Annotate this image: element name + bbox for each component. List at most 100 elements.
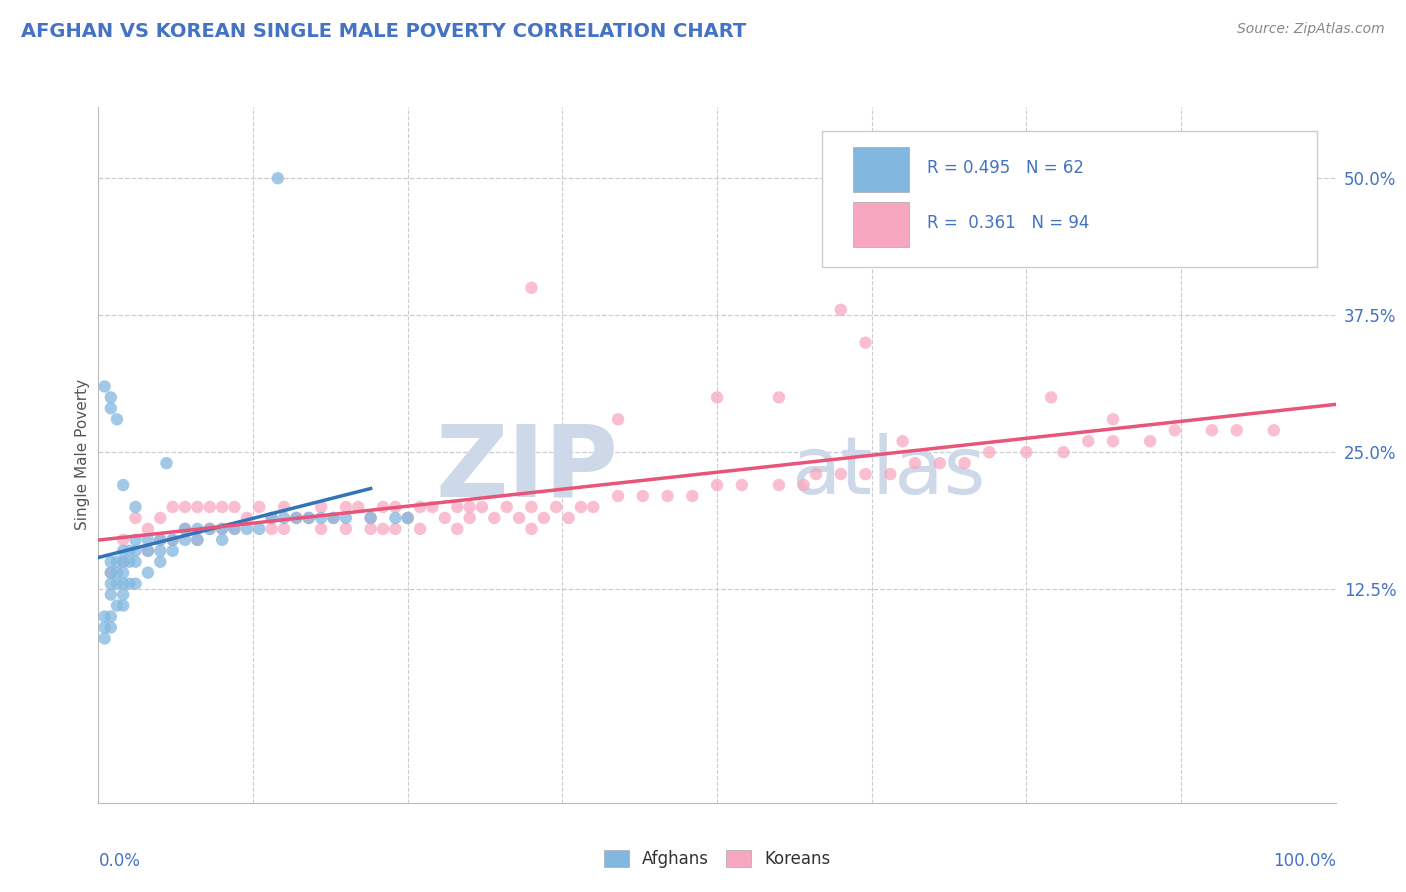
Point bbox=[186, 533, 208, 547]
Point bbox=[446, 500, 468, 514]
Point bbox=[520, 500, 543, 514]
Point bbox=[830, 467, 852, 481]
Point bbox=[149, 511, 172, 525]
Point bbox=[100, 566, 122, 580]
Point bbox=[124, 511, 146, 525]
Point bbox=[371, 500, 394, 514]
Y-axis label: Single Male Poverty: Single Male Poverty bbox=[75, 379, 90, 531]
Point bbox=[136, 522, 159, 536]
Point bbox=[631, 489, 654, 503]
Point bbox=[904, 456, 927, 470]
Point bbox=[384, 522, 406, 536]
Point bbox=[471, 500, 494, 514]
Point bbox=[1201, 423, 1223, 437]
Point bbox=[186, 522, 208, 536]
Point bbox=[396, 511, 419, 525]
Point bbox=[546, 500, 568, 514]
Point bbox=[224, 522, 246, 536]
Point bbox=[174, 522, 197, 536]
Point bbox=[557, 511, 579, 525]
Point bbox=[224, 500, 246, 514]
Point bbox=[309, 522, 332, 536]
Point bbox=[174, 500, 197, 514]
Point bbox=[100, 566, 122, 580]
Point bbox=[273, 522, 295, 536]
Point bbox=[322, 511, 344, 525]
Point bbox=[533, 511, 555, 525]
Point bbox=[371, 522, 394, 536]
Point bbox=[793, 478, 815, 492]
Point bbox=[211, 533, 233, 547]
Point bbox=[298, 511, 321, 525]
Text: Source: ZipAtlas.com: Source: ZipAtlas.com bbox=[1237, 22, 1385, 37]
Point bbox=[855, 335, 877, 350]
Point bbox=[335, 511, 357, 525]
Point bbox=[224, 522, 246, 536]
Text: 100.0%: 100.0% bbox=[1272, 852, 1336, 870]
Point bbox=[124, 533, 146, 547]
Point bbox=[360, 511, 382, 525]
Point bbox=[198, 522, 221, 536]
Point bbox=[162, 533, 184, 547]
Point bbox=[1164, 423, 1187, 437]
Point bbox=[409, 522, 432, 536]
Point bbox=[1102, 412, 1125, 426]
Point bbox=[100, 401, 122, 416]
Point bbox=[928, 456, 950, 470]
Point bbox=[309, 511, 332, 525]
Point bbox=[136, 566, 159, 580]
Point bbox=[149, 543, 172, 558]
Point bbox=[1040, 391, 1063, 405]
Point bbox=[174, 533, 197, 547]
Point bbox=[211, 500, 233, 514]
Point bbox=[198, 522, 221, 536]
Point bbox=[118, 543, 141, 558]
FancyBboxPatch shape bbox=[823, 131, 1317, 267]
Point bbox=[93, 609, 115, 624]
Point bbox=[285, 511, 308, 525]
Point bbox=[236, 511, 259, 525]
Point bbox=[706, 478, 728, 492]
Point bbox=[495, 500, 517, 514]
Point bbox=[582, 500, 605, 514]
Point bbox=[112, 533, 135, 547]
Point bbox=[155, 456, 177, 470]
Point bbox=[118, 576, 141, 591]
Point bbox=[657, 489, 679, 503]
Point bbox=[891, 434, 914, 449]
Point bbox=[768, 391, 790, 405]
Point bbox=[149, 533, 172, 547]
Point bbox=[422, 500, 444, 514]
Point bbox=[260, 511, 283, 525]
Point bbox=[458, 511, 481, 525]
Point bbox=[273, 500, 295, 514]
Point bbox=[1102, 434, 1125, 449]
Point bbox=[112, 555, 135, 569]
Point bbox=[979, 445, 1001, 459]
Point bbox=[1139, 434, 1161, 449]
Point bbox=[93, 632, 115, 646]
Point bbox=[446, 522, 468, 536]
Text: R =  0.361   N = 94: R = 0.361 N = 94 bbox=[928, 214, 1090, 232]
Point bbox=[186, 500, 208, 514]
Point bbox=[1226, 423, 1249, 437]
Point bbox=[105, 599, 128, 613]
Point bbox=[100, 609, 122, 624]
Point bbox=[607, 412, 630, 426]
Point bbox=[260, 511, 283, 525]
Point bbox=[105, 412, 128, 426]
Point bbox=[211, 522, 233, 536]
FancyBboxPatch shape bbox=[853, 202, 908, 247]
Point bbox=[112, 555, 135, 569]
Point bbox=[1052, 445, 1074, 459]
Point bbox=[136, 543, 159, 558]
Point bbox=[112, 478, 135, 492]
Point bbox=[335, 500, 357, 514]
Point bbox=[112, 599, 135, 613]
Point bbox=[198, 500, 221, 514]
Point bbox=[236, 522, 259, 536]
Point bbox=[112, 588, 135, 602]
Point bbox=[569, 500, 592, 514]
Point bbox=[360, 522, 382, 536]
Point bbox=[285, 511, 308, 525]
